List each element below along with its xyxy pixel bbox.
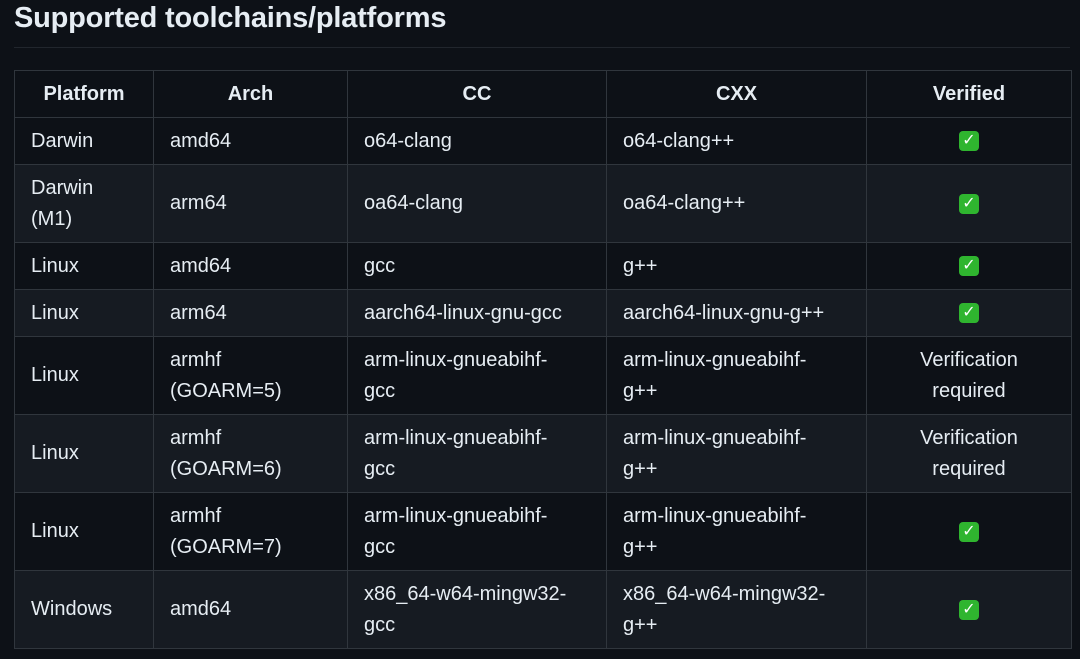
cc-cell: arm-linux-gnueabihf-gcc — [347, 336, 607, 415]
arch-cell: amd64 — [153, 117, 348, 165]
toolchains-table: Platform Arch CC CXX Verified Darwin amd6… — [14, 70, 1072, 649]
platform-cell: Linux — [14, 414, 154, 493]
table-row: Linux amd64 gcc g++ ✓ — [14, 242, 1072, 290]
cxx-cell: aarch64-linux-gnu-g++ — [606, 289, 867, 337]
platform-cell: Windows — [14, 570, 154, 649]
verified-cell: ✓ — [866, 570, 1072, 649]
check-mark-icon: ✓ — [959, 193, 979, 214]
arch-cell: armhf (GOARM=6) — [153, 414, 348, 493]
verified-cell: ✓ — [866, 289, 1072, 337]
arch-cell: amd64 — [153, 570, 348, 649]
header-cxx: CXX — [606, 70, 867, 118]
header-cc: CC — [347, 70, 607, 118]
cc-cell: x86_64-w64-mingw32-gcc — [347, 570, 607, 649]
verification-required-text: Verification required — [920, 348, 1018, 402]
cc-cell: arm-linux-gnueabihf-gcc — [347, 414, 607, 493]
verified-cell: ✓ — [866, 242, 1072, 290]
section-heading: Supported toolchains/platforms — [14, 2, 447, 34]
table-row: Darwin (M1) arm64 oa64-clang oa64-clang++ ✓ — [14, 164, 1072, 243]
header-verified: Verified — [866, 70, 1072, 118]
check-mark-icon: ✓ — [959, 256, 979, 277]
arch-cell: armhf (GOARM=7) — [153, 492, 348, 571]
arch-cell: arm64 — [153, 164, 348, 243]
table-row: Linux arm64 aarch64-linux-gnu-gcc aarch64-l… — [14, 289, 1072, 337]
cxx-cell: arm-linux-gnueabihf-g++ — [606, 414, 867, 493]
verified-cell: ✓ — [866, 117, 1072, 165]
verification-required-text: Verification required — [920, 426, 1018, 480]
header-platform: Platform — [14, 70, 154, 118]
verified-cell: Verification required — [866, 414, 1072, 493]
check-mark-icon: ✓ — [959, 599, 979, 620]
table-header-row: Platform Arch CC CXX Verified — [14, 70, 1072, 118]
platform-cell: Darwin — [14, 117, 154, 165]
verified-cell: Verification required — [866, 336, 1072, 415]
check-mark-icon: ✓ — [959, 521, 979, 542]
cxx-cell: g++ — [606, 242, 867, 290]
arch-cell: armhf (GOARM=5) — [153, 336, 348, 415]
platform-cell: Linux — [14, 242, 154, 290]
platform-cell: Darwin (M1) — [14, 164, 154, 243]
cxx-cell: arm-linux-gnueabihf-g++ — [606, 336, 867, 415]
table-row: Linux armhf (GOARM=5) arm-linux-gnueabihf-g… — [14, 336, 1072, 415]
cxx-cell: arm-linux-gnueabihf-g++ — [606, 492, 867, 571]
cxx-cell: oa64-clang++ — [606, 164, 867, 243]
arch-cell: arm64 — [153, 289, 348, 337]
header-arch: Arch — [153, 70, 348, 118]
platform-cell: Linux — [14, 289, 154, 337]
heading-divider — [14, 47, 1070, 48]
arch-cell: amd64 — [153, 242, 348, 290]
verified-cell: ✓ — [866, 492, 1072, 571]
table-row: Windows amd64 x86_64-w64-mingw32-gcc x86_64… — [14, 570, 1072, 649]
table-row: Linux armhf (GOARM=7) arm-linux-gnueabihf-g… — [14, 492, 1072, 571]
table-row: Linux armhf (GOARM=6) arm-linux-gnueabihf-g… — [14, 414, 1072, 493]
cc-cell: aarch64-linux-gnu-gcc — [347, 289, 607, 337]
check-mark-icon: ✓ — [959, 303, 979, 324]
cc-cell: oa64-clang — [347, 164, 607, 243]
cc-cell: gcc — [347, 242, 607, 290]
cxx-cell: x86_64-w64-mingw32-g++ — [606, 570, 867, 649]
platform-cell: Linux — [14, 492, 154, 571]
check-mark-icon: ✓ — [959, 131, 979, 152]
cc-cell: o64-clang — [347, 117, 607, 165]
platform-cell: Linux — [14, 336, 154, 415]
cc-cell: arm-linux-gnueabihf-gcc — [347, 492, 607, 571]
table-row: Darwin amd64 o64-clang o64-clang++ ✓ — [14, 117, 1072, 165]
cxx-cell: o64-clang++ — [606, 117, 867, 165]
verified-cell: ✓ — [866, 164, 1072, 243]
